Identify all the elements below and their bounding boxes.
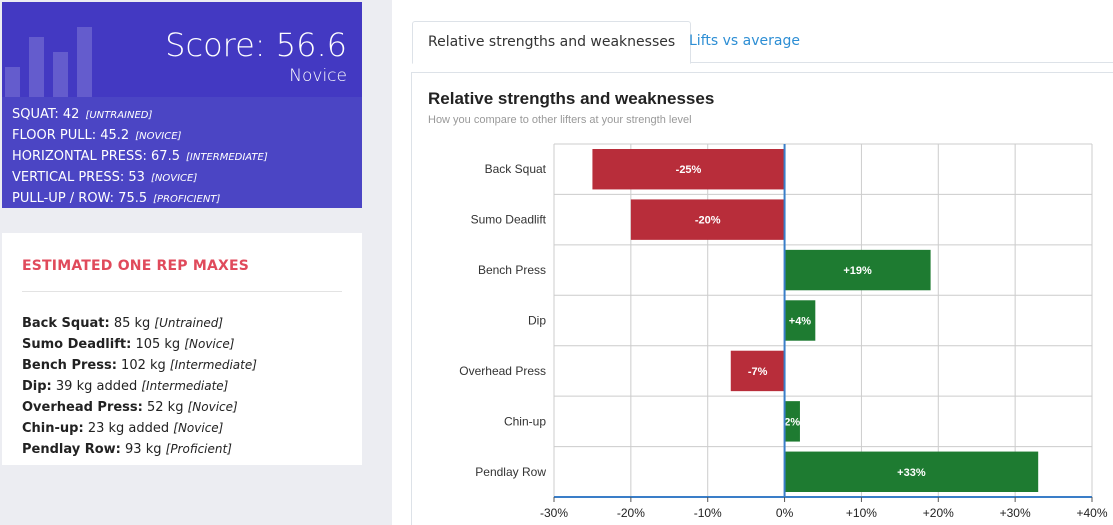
lift-level: [Proficient] bbox=[165, 442, 232, 456]
one-rep-max-item: Dip: 39 kg added [Intermediate] bbox=[22, 376, 257, 397]
lift-level: [Untrained] bbox=[154, 316, 224, 330]
category-label: Chin-up bbox=[504, 414, 546, 428]
lift-name: Overhead Press: bbox=[22, 400, 143, 415]
category-level: [INTERMEDIATE] bbox=[185, 152, 268, 163]
category-name: FLOOR PULL: 45.2 bbox=[12, 128, 130, 143]
category-level: [PROFICIENT] bbox=[153, 194, 221, 205]
x-tick-label: +40% bbox=[1076, 506, 1107, 520]
bar-data-label: -25% bbox=[676, 164, 702, 176]
category-score-squat: SQUAT: 42 [UNTRAINED] bbox=[12, 105, 268, 126]
lift-value: 23 kg added bbox=[87, 421, 170, 436]
lift-value: 105 kg bbox=[135, 337, 181, 352]
bar-dip bbox=[784, 300, 816, 341]
lift-name: Bench Press: bbox=[22, 358, 117, 373]
bar-data-label: +19% bbox=[843, 265, 872, 277]
chart-panel: Relative strengths and weaknesses Lifts … bbox=[392, 0, 1113, 525]
lift-level: [Novice] bbox=[187, 400, 238, 414]
lift-level: [Novice] bbox=[184, 337, 235, 351]
lift-name: Back Squat: bbox=[22, 316, 110, 331]
lift-name: Sumo Deadlift: bbox=[22, 337, 132, 352]
one-rep-max-item: Sumo Deadlift: 105 kg [Novice] bbox=[22, 334, 257, 355]
tab-divider bbox=[412, 62, 1113, 63]
category-level: [NOVICE] bbox=[135, 131, 182, 142]
category-name: SQUAT: 42 bbox=[12, 107, 80, 122]
category-label: Sumo Deadlift bbox=[471, 213, 547, 227]
bar-data-label: -20% bbox=[695, 215, 721, 227]
category-label: Bench Press bbox=[478, 263, 546, 277]
score-level: Novice bbox=[289, 66, 347, 86]
lift-value: 52 kg bbox=[147, 400, 184, 415]
bar-chart-icon bbox=[2, 17, 102, 97]
bar-sumo-deadlift bbox=[630, 199, 785, 240]
bar-chin-up bbox=[784, 401, 800, 442]
lift-value: 39 kg added bbox=[55, 379, 138, 394]
chart-subtitle: How you compare to other lifters at your… bbox=[428, 114, 692, 126]
bar-data-label: +4% bbox=[789, 316, 812, 328]
chart-frame bbox=[411, 72, 1113, 525]
x-tick-label: -10% bbox=[694, 506, 722, 520]
category-label: Overhead Press bbox=[459, 364, 546, 378]
category-score-floor-pull: FLOOR PULL: 45.2 [NOVICE] bbox=[12, 126, 268, 147]
x-tick-label: -30% bbox=[540, 506, 568, 520]
tab-lifts-vs-average[interactable]: Lifts vs average bbox=[689, 33, 800, 49]
one-rep-max-item: Chin-up: 23 kg added [Novice] bbox=[22, 418, 257, 439]
category-level: [UNTRAINED] bbox=[85, 110, 153, 121]
lift-value: 85 kg bbox=[113, 316, 151, 331]
x-tick-label: -20% bbox=[617, 506, 645, 520]
category-score-vertical-press: VERTICAL PRESS: 53 [NOVICE] bbox=[12, 168, 268, 189]
one-rep-max-item: Overhead Press: 52 kg [Novice] bbox=[22, 397, 257, 418]
lift-value: 102 kg bbox=[121, 358, 166, 373]
lift-level: [Intermediate] bbox=[141, 379, 229, 393]
score-value: Score: 56.6 bbox=[165, 26, 347, 64]
x-tick-label: 0% bbox=[776, 506, 794, 520]
category-score-horizontal-press: HORIZONTAL PRESS: 67.5 [INTERMEDIATE] bbox=[12, 147, 268, 168]
lift-value: 93 kg bbox=[125, 442, 162, 457]
one-rep-maxes-list: Back Squat: 85 kg [Untrained] Sumo Deadl… bbox=[22, 313, 257, 460]
category-label: Pendlay Row bbox=[475, 465, 546, 479]
category-label: Dip bbox=[528, 314, 546, 328]
divider bbox=[22, 291, 342, 292]
score-header: Score: 56.6 Novice bbox=[2, 2, 362, 97]
one-rep-maxes-card: ESTIMATED ONE REP MAXES Back Squat: 85 k… bbox=[2, 233, 362, 465]
lift-name: Dip: bbox=[22, 379, 52, 394]
category-name: PULL-UP / ROW: 75.5 bbox=[12, 191, 148, 206]
tab-relative-strengths[interactable]: Relative strengths and weaknesses bbox=[412, 21, 692, 64]
one-rep-max-item: Bench Press: 102 kg [Intermediate] bbox=[22, 355, 257, 376]
category-name: VERTICAL PRESS: 53 bbox=[12, 170, 145, 185]
bar-bench-press bbox=[784, 249, 931, 291]
one-rep-maxes-title: ESTIMATED ONE REP MAXES bbox=[22, 258, 250, 274]
relative-strengths-chart: -25% Back Squat -20% Sumo Deadlift +19% Bench… bbox=[459, 143, 1108, 520]
x-tick-label: +30% bbox=[1000, 506, 1031, 520]
bar-data-label: +33% bbox=[897, 467, 926, 479]
category-level: [NOVICE] bbox=[150, 173, 198, 184]
lift-name: Chin-up: bbox=[22, 421, 84, 436]
category-score-pull-up-row: PULL-UP / ROW: 75.5 [PROFICIENT] bbox=[12, 189, 268, 208]
chart-title: Relative strengths and weaknesses bbox=[428, 89, 715, 108]
bar-back-squat bbox=[592, 149, 785, 190]
bar-data-label: -7% bbox=[748, 366, 768, 378]
bar-overhead-press bbox=[730, 350, 785, 392]
category-name: HORIZONTAL PRESS: 67.5 bbox=[12, 149, 180, 164]
x-tick-label: +20% bbox=[923, 506, 954, 520]
one-rep-max-item: Back Squat: 85 kg [Untrained] bbox=[22, 313, 257, 334]
bar-pendlay-row bbox=[784, 451, 1039, 492]
one-rep-max-item: Pendlay Row: 93 kg [Proficient] bbox=[22, 439, 257, 460]
bar-data-label: 2% bbox=[784, 416, 800, 428]
category-label: Back Squat bbox=[485, 162, 547, 176]
score-card: Score: 56.6 Novice SQUAT: 42 [UNTRAINED] … bbox=[2, 2, 362, 208]
lift-level: [Intermediate] bbox=[169, 358, 257, 372]
lift-name: Pendlay Row: bbox=[22, 442, 121, 457]
x-tick-label: +10% bbox=[846, 506, 877, 520]
category-scores: SQUAT: 42 [UNTRAINED] FLOOR PULL: 45.2 [NO… bbox=[12, 105, 268, 208]
lift-level: [Novice] bbox=[173, 421, 224, 435]
